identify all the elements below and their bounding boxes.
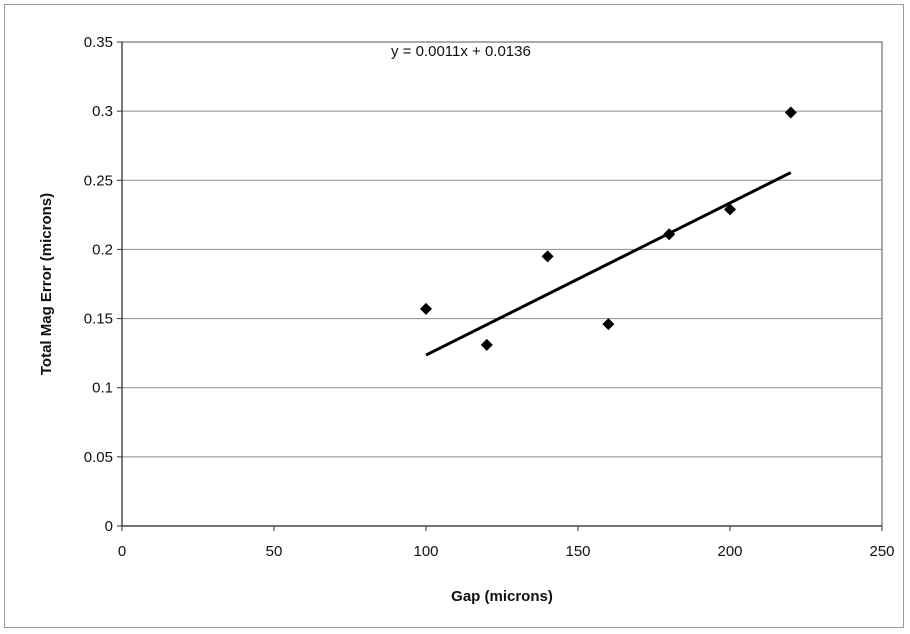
y-tick-label: 0.3 (92, 103, 113, 120)
data-points (420, 106, 797, 351)
axes (117, 41, 883, 531)
y-tick-label: 0.05 (84, 449, 113, 466)
data-point (480, 338, 493, 351)
data-point (420, 302, 432, 315)
y-tick-label: 0 (105, 518, 113, 535)
x-tick-label: 100 (413, 543, 438, 560)
y-tick-label: 0.35 (84, 34, 113, 51)
y-tick-label: 0.1 (92, 380, 113, 397)
y-tick-labels: 0 0.05 0.1 0.15 0.2 0.25 0.3 0.35 (84, 34, 113, 535)
y-tick-label: 0.15 (84, 311, 113, 328)
x-tick-label: 150 (565, 543, 590, 560)
y-tick-label: 0.25 (84, 172, 113, 189)
x-tick-label: 250 (869, 543, 894, 560)
trendline-group (425, 171, 792, 357)
y-tick-label: 0.2 (92, 241, 113, 258)
data-point (663, 228, 676, 241)
scatter-chart: 0 0.05 0.1 0.15 0.2 0.25 0.3 0.35 0 50 100 150 200 2… (38, 34, 895, 605)
chart-frame: 0 0.05 0.1 0.15 0.2 0.25 0.3 0.35 0 50 100 150 200 2… (4, 4, 904, 628)
data-point (541, 250, 554, 263)
data-point (602, 318, 615, 331)
x-tick-label: 0 (118, 543, 126, 560)
y-axis-title: Total Mag Error (microns) (38, 193, 55, 375)
x-tick-label: 50 (266, 543, 283, 560)
x-tick-labels: 0 50 100 150 200 250 (118, 543, 895, 560)
data-point (724, 203, 736, 216)
trendline (425, 171, 792, 357)
data-point (784, 106, 797, 119)
x-tick-label: 200 (717, 543, 742, 560)
trendline-equation: y = 0.0011x + 0.0136 (391, 43, 531, 60)
plot-area (121, 41, 883, 527)
x-axis-title: Gap (microns) (451, 588, 553, 605)
